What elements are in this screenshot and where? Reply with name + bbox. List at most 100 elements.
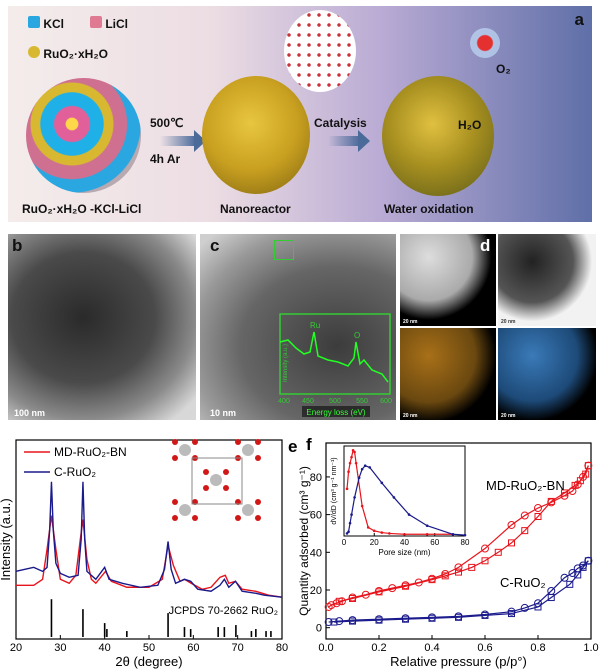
bet-point-square (481, 557, 489, 565)
caption-water-oxidation: Water oxidation (384, 202, 474, 216)
o-atom (235, 439, 241, 445)
o-atom (172, 455, 178, 461)
pore-point (360, 467, 364, 471)
bet-point-square (349, 594, 356, 602)
bet-point-square (375, 616, 383, 624)
xrd-xlabel: 2θ (degree) (115, 654, 182, 669)
step2-label: Catalysis (314, 116, 367, 130)
panel-letter-b: b (12, 236, 23, 255)
bet-point-circle (481, 544, 489, 553)
bet-point-square (534, 513, 542, 520)
eels-inset: Ru O 400 450 500 550 600 Energy loss (eV… (278, 313, 392, 417)
bet-xtick-label: 0.6 (477, 642, 492, 654)
ru-atom (210, 474, 222, 486)
legend-ruo2: RuO₂·xH₂O (28, 46, 108, 61)
pore-xtick-label: 80 (461, 538, 470, 547)
pore-point (348, 521, 352, 525)
o-atom (203, 485, 209, 491)
bet-point-square (534, 603, 542, 611)
bet-point-square (571, 481, 579, 489)
xrd-legend-label: MD-RuO₂-BN (54, 445, 127, 459)
bet-xtick-label: 0.2 (371, 642, 386, 654)
bet-ytick-label: 0 (316, 623, 322, 635)
o-map-image: 20 nm (498, 328, 596, 420)
bet-point-circle (324, 618, 333, 627)
bet-xtick-label: 0.4 (424, 642, 439, 654)
eels-frame (279, 313, 391, 395)
o-atom (223, 469, 229, 475)
panel-letter-d: d (480, 236, 491, 255)
pore-xtick-label: 20 (370, 538, 379, 547)
o-atom (192, 515, 198, 521)
ru-map-image: 20 nm (400, 328, 496, 420)
panel-a-schematic: a KCl LiCl RuO₂·xH₂O RuO₂·xH₂O -KCl-LiCl… (8, 6, 592, 222)
bet-point-square (561, 489, 568, 497)
xrd-xtick-label: 80 (276, 642, 288, 654)
bet-point-square (481, 611, 489, 619)
eels-xtick: 550 (356, 398, 368, 405)
bet-point-square (521, 527, 529, 535)
rutile-crystal-structure-image (172, 439, 261, 521)
eels-xtick: 400 (278, 398, 290, 405)
licl-cube-icon (90, 16, 102, 28)
bet-point-square (584, 462, 592, 470)
xrd-xtick-label: 30 (54, 642, 66, 654)
bet-isotherm-desorption (339, 465, 589, 602)
bet-point-circle (507, 520, 516, 529)
eels-xlabel-backing (302, 406, 370, 417)
pore-point (357, 476, 361, 480)
unit-cell (191, 457, 243, 505)
xrd-xtick-label: 20 (10, 642, 22, 654)
pore-point (350, 455, 353, 459)
bet-point-circle (534, 504, 542, 513)
xrd-xtick-label: 40 (99, 642, 111, 654)
xrd-xtick-label: 70 (232, 642, 244, 654)
scale-bar-b: 100 nm (14, 408, 46, 418)
ru-atom (179, 444, 191, 456)
panel-letter-e: e (288, 437, 297, 456)
pore-point (366, 526, 370, 529)
bet-point-square (441, 572, 449, 580)
bet-point-square (428, 614, 436, 622)
o-atom (255, 439, 261, 445)
o-atom (255, 499, 261, 505)
pore-point (368, 466, 372, 469)
bet-point-square (428, 576, 436, 584)
bet-point-square (455, 613, 462, 621)
bet-label-c-ruo2: C-RuO₂ (500, 575, 546, 590)
scale-bar-d2: 20 nm (501, 319, 516, 325)
eels-xtick: 600 (380, 398, 392, 405)
legend-licl-label: LiCl (105, 17, 129, 31)
panel-letter-a: a (574, 10, 584, 29)
caption-precursor: RuO₂·xH₂O -KCl-LiCl (22, 202, 142, 216)
precursor-sphere-image (26, 78, 141, 193)
step1-conditions: 4h Ar (150, 152, 181, 166)
panel-d-eds-maps: 20 nm 20 nm 20 nm 20 nm d (400, 234, 596, 420)
legend-kcl-label: KCl (43, 17, 65, 31)
pore-point (388, 532, 391, 535)
bet-point-square (402, 615, 409, 623)
step1-temperature: 500℃ (150, 116, 184, 130)
bet-xtick-label: 0.8 (530, 642, 545, 654)
pore-point (347, 530, 350, 534)
pore-point (372, 529, 376, 533)
pore-xlabel: Pore size (nm) (378, 548, 430, 557)
bet-ytick-label: 20 (310, 585, 322, 597)
eels-region-box (274, 240, 294, 260)
bet-point-circle (520, 511, 529, 520)
eels-spectrum (279, 331, 389, 383)
bet-label-md-ruo2-bn: MD-RuO₂-BN (486, 478, 565, 493)
bet-xlabel: Relative pressure (p/p°) (390, 654, 527, 669)
bet-point-square (566, 580, 574, 588)
bet-isotherm-adsorption (328, 560, 589, 623)
o2-label: O₂ (496, 62, 511, 76)
eels-peak-ru: Ru (310, 321, 320, 330)
ru-atom (242, 444, 254, 456)
bet-point-square (455, 568, 462, 576)
panel-letter-f: f (306, 435, 312, 454)
bet-isotherm-desorption (333, 560, 589, 623)
pore-point (380, 531, 384, 534)
pore-point (347, 470, 350, 474)
scale-bar-d4: 20 nm (501, 413, 516, 419)
bet-point-square (547, 594, 555, 602)
